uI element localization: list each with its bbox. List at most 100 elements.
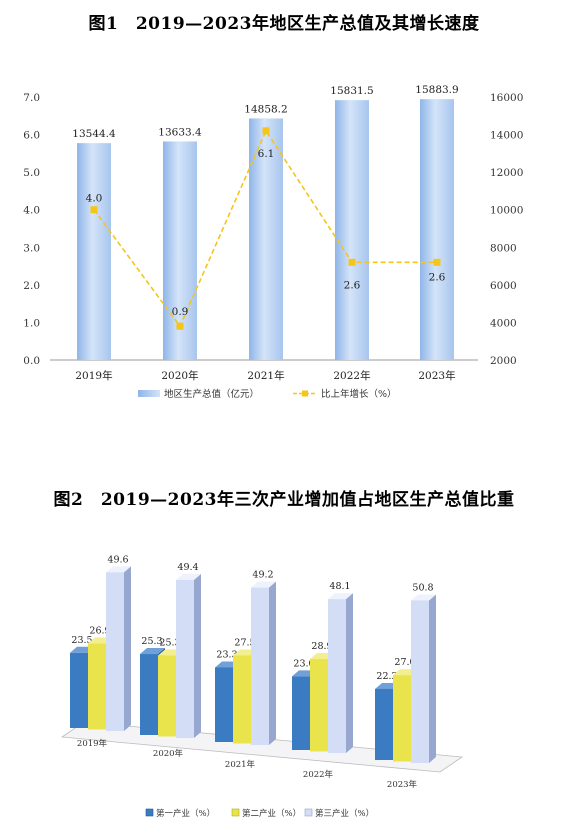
- secondary-industry-bar-side: [106, 637, 113, 730]
- secondary-industry-value-label: 27.0: [394, 657, 415, 668]
- gdp-bar-value-label: 13633.4: [158, 126, 202, 138]
- legend-gdp-swatch: [138, 390, 160, 397]
- chart1-title: 图1 2019—2023年地区生产总值及其增长速度: [88, 14, 480, 34]
- chart1-legend: 地区生产总值（亿元） 比上年增长（%）: [138, 388, 397, 400]
- left-axis-tick-label: 7.0: [23, 92, 40, 104]
- tertiary-industry-bar-side: [269, 581, 276, 745]
- secondary-industry-legend-swatch: [231, 808, 240, 817]
- chart1-gdp-growth: 0.0 1.0 2.0 3.0 4.0 5.0 6.0 7.0 2000 4000 6000 800…: [23, 84, 523, 400]
- chart2-category-label: 2019年: [77, 738, 108, 749]
- left-axis-tick-label: 6.0: [23, 130, 40, 142]
- left-axis-tick-label: 1.0: [23, 317, 40, 329]
- primary-industry-bar-side: [88, 646, 95, 728]
- right-axis-tick-label: 4000: [490, 317, 517, 329]
- growth-point-label: 4.0: [86, 193, 103, 205]
- legend-growth-marker: [302, 390, 308, 397]
- tertiary-industry-bar-front: [251, 587, 269, 745]
- left-axis-tick-label: 5.0: [23, 167, 40, 179]
- secondary-industry-bar: 28.9: [310, 641, 335, 752]
- right-axis-tick-label: 2000: [490, 355, 517, 367]
- right-axis-tick-label: 16000: [490, 92, 523, 104]
- secondary-industry-bar-front: [88, 643, 106, 730]
- secondary-industry-bar-top: [233, 649, 258, 656]
- primary-industry-value-label: 23.3: [216, 649, 237, 660]
- tertiary-industry-bar-side: [346, 593, 353, 753]
- tertiary-industry-bar: 49.6: [106, 554, 131, 731]
- growth-point: [262, 127, 270, 135]
- secondary-industry-bar-front: [393, 675, 411, 762]
- tertiary-industry-bar-front: [176, 579, 194, 738]
- primary-industry-bar-top: [292, 670, 317, 677]
- secondary-industry-bar-top: [310, 653, 335, 660]
- category-label: 2023年: [418, 369, 455, 382]
- secondary-industry-legend-label: 第二产业（%）: [242, 808, 301, 819]
- right-axis-tick-label: 6000: [490, 280, 517, 292]
- primary-industry-bar-side: [158, 648, 165, 735]
- primary-industry-bar-front: [375, 688, 393, 760]
- growth-point-label: 2.6: [429, 271, 446, 283]
- primary-industry-bar-side: [393, 682, 400, 760]
- category-label: 2021年: [247, 369, 284, 382]
- tertiary-industry-value-label: 49.4: [177, 562, 198, 573]
- tertiary-industry-value-label: 49.6: [107, 554, 128, 565]
- chart2-floor-plane: [60, 721, 464, 773]
- chart2-category-labels: 2019年 2020年 2021年 2022年 2023年: [77, 738, 418, 790]
- primary-industry-bar-side: [233, 661, 240, 742]
- primary-industry-bar-front: [140, 654, 158, 735]
- tertiary-industry-bar: 49.2: [251, 570, 276, 745]
- secondary-industry-bar-side: [176, 649, 183, 737]
- chart2-legend: 第一产业（%） 第二产业（%） 第三产业（%）: [145, 808, 374, 819]
- primary-industry-value-label: 22.2: [376, 671, 397, 682]
- secondary-industry-bar-top: [393, 669, 418, 676]
- tertiary-industry-bar-top: [176, 573, 201, 580]
- gdp-bar: [77, 143, 111, 360]
- left-axis-tick-label: 0.0: [23, 355, 40, 367]
- tertiary-industry-bar: 48.1: [328, 581, 353, 753]
- tertiary-industry-bar-front: [328, 599, 346, 753]
- tertiary-industry-bar-top: [411, 594, 436, 601]
- gdp-bar-value-label: 15831.5: [330, 85, 373, 97]
- tertiary-industry-bar-top: [251, 581, 276, 588]
- tertiary-industry-bar: 50.8: [411, 582, 436, 763]
- secondary-industry-bar-side: [251, 649, 258, 744]
- primary-industry-bar-front: [215, 667, 233, 742]
- category-label: 2020年: [161, 369, 198, 382]
- primary-industry-bar-top: [70, 646, 95, 653]
- primary-industry-legend-swatch: [145, 808, 154, 817]
- secondary-industry-bar: 27.5: [233, 638, 258, 744]
- growth-line-path: [93, 129, 437, 328]
- right-axis-tick-label: 14000: [490, 130, 523, 142]
- tertiary-industry-value-label: 48.1: [329, 581, 350, 592]
- chart2-category-label: 2020年: [153, 748, 184, 759]
- chart1-bars: 13544.4 13633.4 14858.2 15831.5 15883.9: [72, 84, 459, 361]
- tertiary-industry-bar-side: [124, 566, 131, 731]
- tertiary-industry-value-label: 50.8: [412, 582, 433, 593]
- chart2-category-label: 2023年: [387, 779, 418, 790]
- category-label: 2022年: [333, 369, 370, 382]
- chart2-floor: [60, 721, 464, 773]
- gdp-bar-value-label: 15883.9: [415, 84, 458, 96]
- secondary-industry-bar: 27.0: [393, 657, 418, 762]
- secondary-industry-bar: 26.9: [88, 625, 113, 730]
- chart2-category-label: 2022年: [303, 769, 334, 780]
- primary-industry-value-label: 23.0: [293, 658, 314, 669]
- chart2-bars: 23.526.9 49.6 25.325.3 49.4 23.327.5 49.2 23.0…: [70, 554, 436, 763]
- category-label: 2019年: [75, 369, 112, 382]
- tertiary-industry-bar: 49.4: [176, 562, 201, 738]
- tertiary-industry-bar-front: [106, 572, 124, 731]
- gdp-bar: [249, 118, 283, 361]
- secondary-industry-value-label: 26.9: [89, 625, 110, 636]
- right-axis-tick-label: 8000: [490, 242, 517, 254]
- chart1-growth-line: 4.0 0.9 6.1 2.6 2.6: [86, 127, 446, 330]
- primary-industry-bar: 22.2: [375, 671, 400, 760]
- secondary-industry-bar: 25.3: [158, 638, 183, 737]
- right-axis-tick-label: 10000: [490, 205, 523, 217]
- growth-point: [90, 206, 98, 214]
- primary-industry-bar-front: [292, 676, 310, 750]
- primary-industry-legend-label: 第一产业（%）: [156, 808, 215, 819]
- growth-point-label: 2.6: [344, 279, 361, 291]
- tertiary-industry-bar-side: [429, 594, 436, 763]
- secondary-industry-bar-side: [411, 669, 418, 762]
- growth-point: [176, 322, 184, 330]
- primary-industry-bar-top: [215, 661, 240, 668]
